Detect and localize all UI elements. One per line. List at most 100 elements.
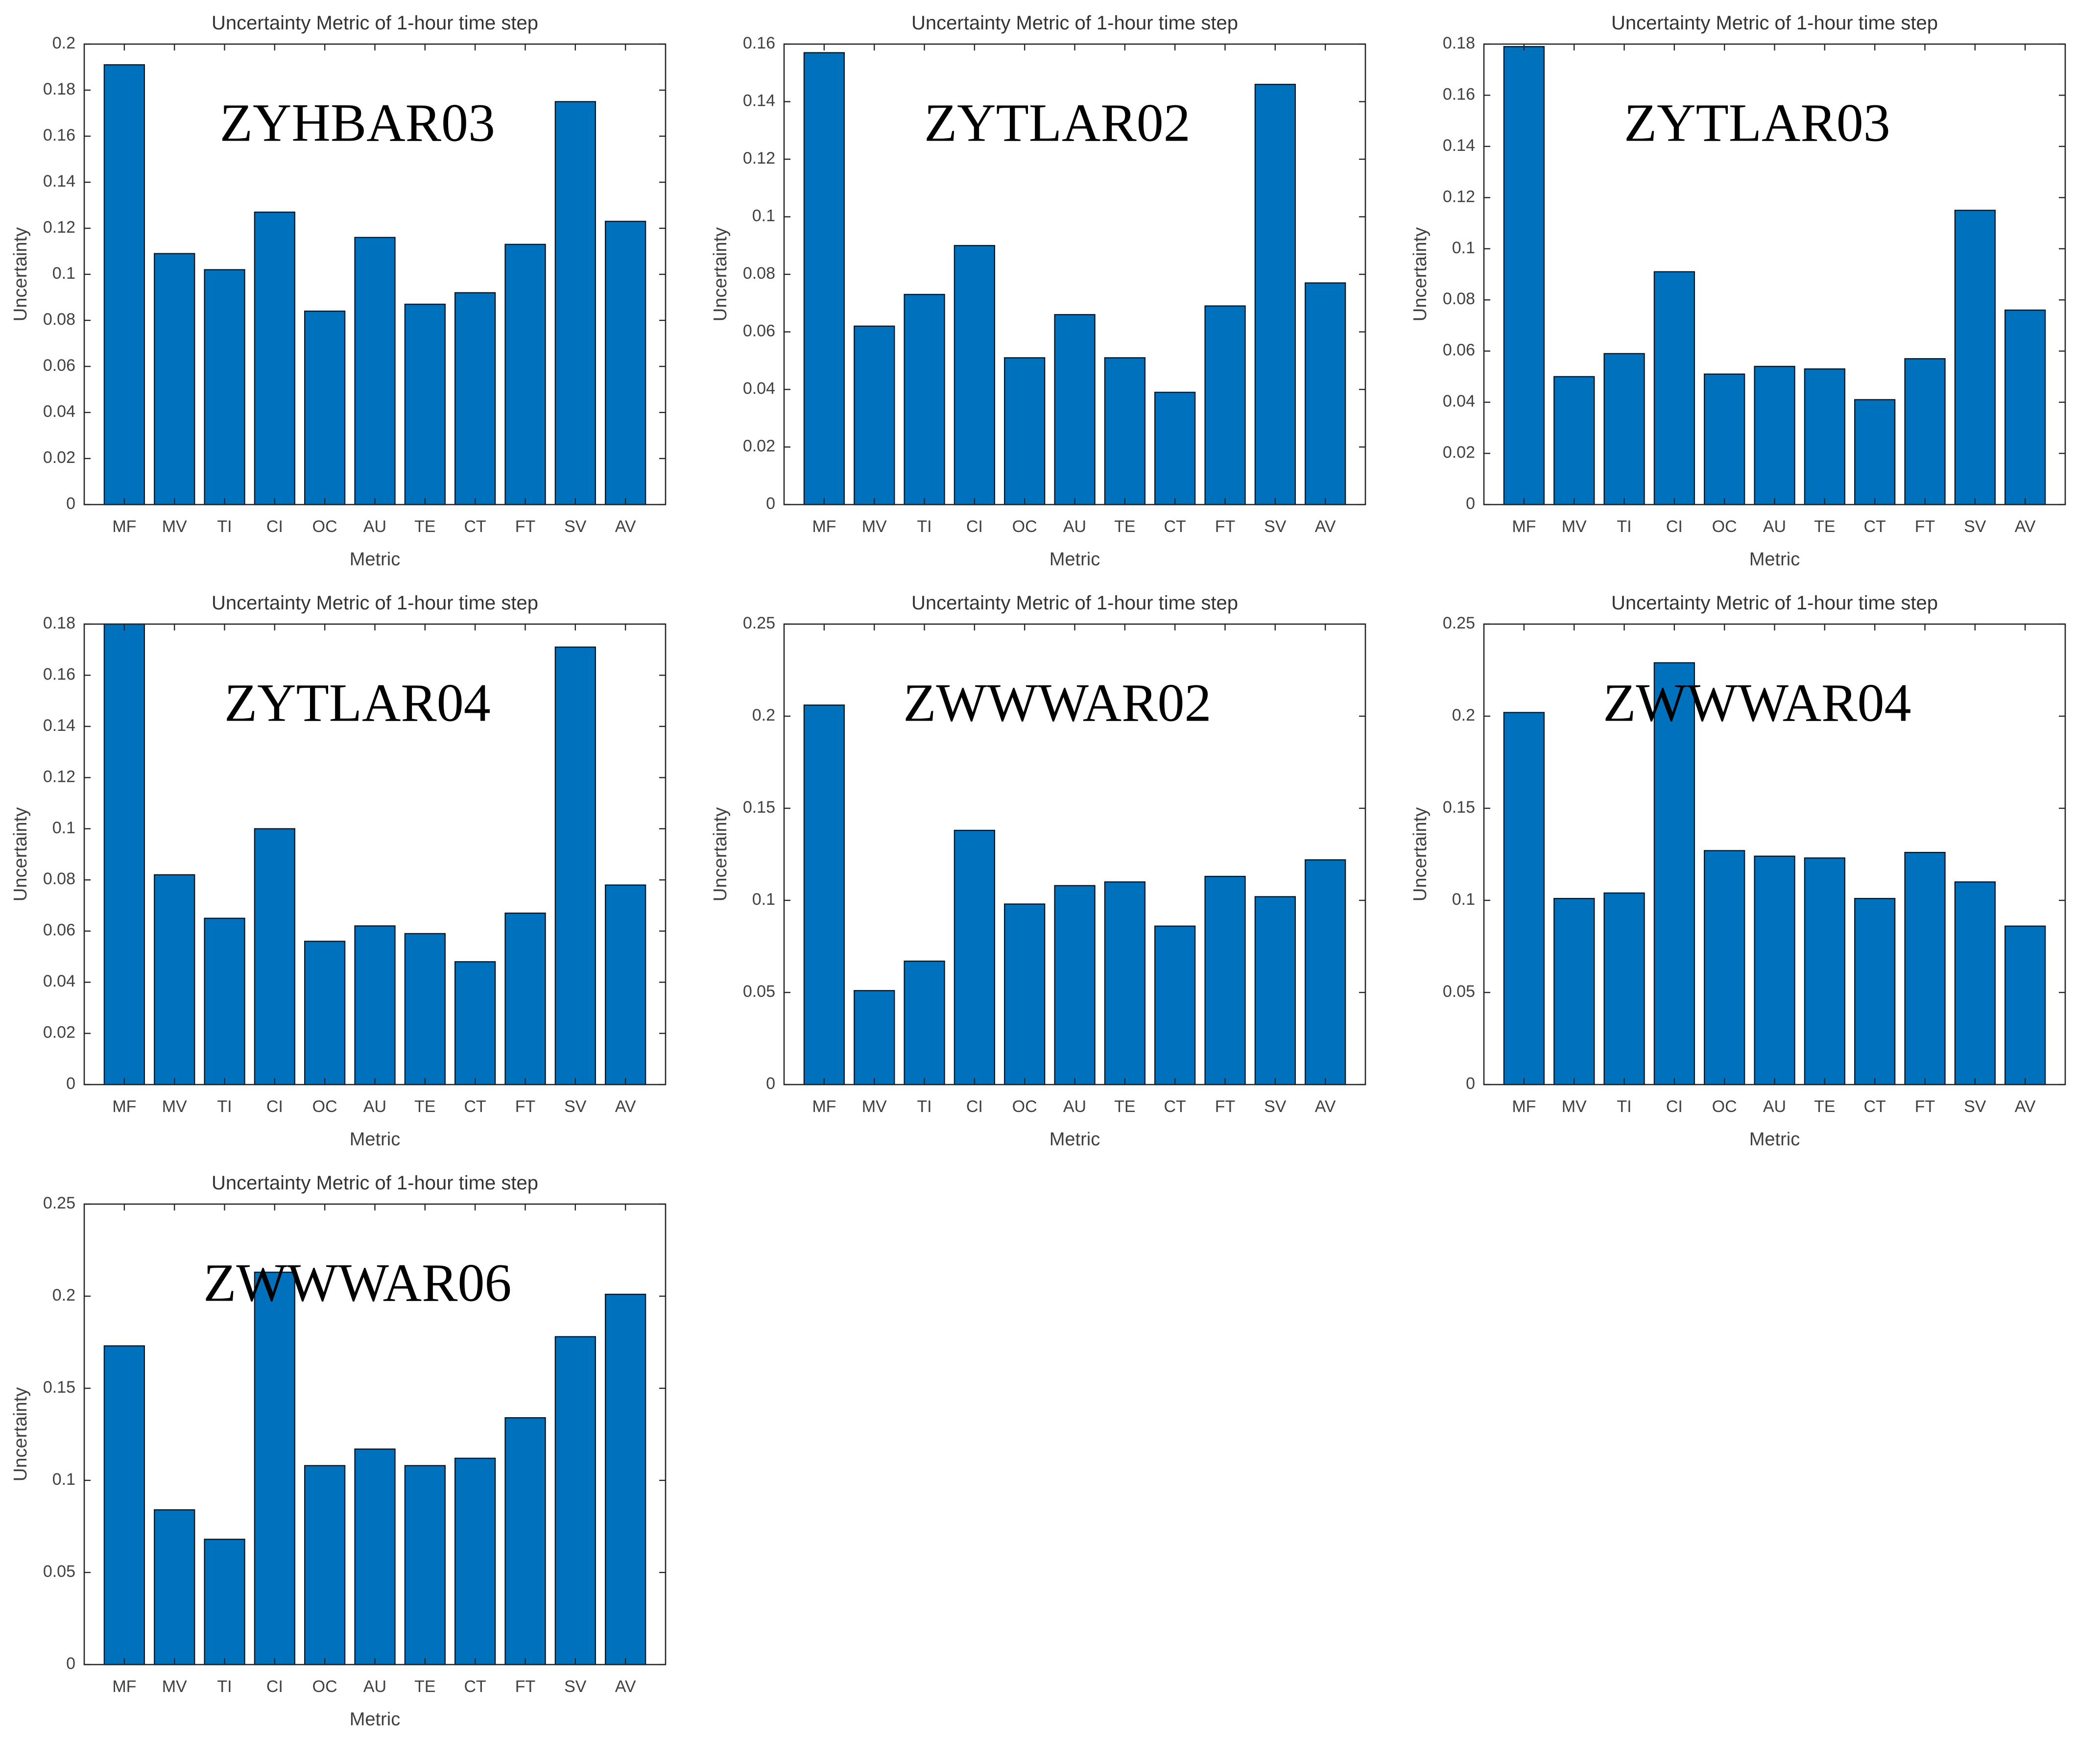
y-axis-label: Uncertainty	[10, 1387, 31, 1481]
bar-TI	[204, 918, 245, 1086]
chart-title: Uncertainty Metric of 1-hour time step	[212, 12, 538, 34]
y-tick-label: 0.06	[43, 921, 75, 940]
x-tick-label: CT	[464, 1677, 486, 1696]
y-tick-label: 0.1	[752, 206, 775, 225]
bar-CT	[454, 961, 496, 1086]
bar-FT	[504, 243, 546, 506]
y-tick-label: 0.05	[43, 1562, 75, 1581]
bar-OC	[1704, 850, 1745, 1086]
x-tick-label: MV	[862, 1097, 887, 1116]
x-tick-label: CT	[1863, 517, 1885, 536]
y-axis-label: Uncertainty	[710, 227, 731, 321]
bar-SV	[1254, 896, 1296, 1086]
bar-AV	[604, 1294, 646, 1666]
x-axis-label: Metric	[350, 1709, 400, 1730]
bar-AV	[2004, 925, 2046, 1086]
x-tick-label: TI	[1617, 517, 1631, 536]
bar-AV	[2004, 309, 2046, 506]
station-label: ZWWWAR06	[203, 1253, 511, 1312]
x-tick-label: TE	[414, 517, 435, 536]
station-label: ZWWWAR02	[903, 673, 1211, 732]
x-tick-label: SV	[564, 517, 587, 536]
x-tick-label: CI	[266, 1677, 283, 1696]
x-tick-label: TE	[414, 1677, 435, 1696]
x-tick-label: AV	[615, 517, 636, 536]
bar-OC	[304, 311, 346, 506]
bar-AV	[1304, 282, 1346, 506]
bar-CT	[454, 292, 496, 506]
bar-MF	[803, 704, 845, 1086]
y-tick-label: 0.06	[743, 321, 775, 340]
chart-svg-ZYTLAR02: 0 0.02 0.04 0.06 0.08 0.1 0.12 0.14 0.16 MF MV TI CI…	[710, 12, 1366, 570]
y-tick-label: 0.05	[1443, 982, 1475, 1001]
bar-OC	[1004, 903, 1046, 1086]
bar-FT	[1204, 305, 1246, 506]
x-tick-label: MF	[812, 1097, 836, 1116]
station-label: ZWWWAR04	[1603, 673, 1911, 732]
bar-CI	[254, 1271, 296, 1666]
y-tick-label: 0.2	[52, 34, 75, 52]
x-tick-label: CT	[464, 517, 486, 536]
x-tick-label: TE	[1814, 1097, 1835, 1116]
station-label: ZYHBAR03	[220, 93, 495, 152]
x-tick-label: CT	[1164, 1097, 1186, 1116]
x-axis-label: Metric	[1749, 549, 1800, 570]
x-tick-label: OC	[1712, 1097, 1737, 1116]
bar-CI	[1653, 271, 1695, 506]
chart-title: Uncertainty Metric of 1-hour time step	[911, 12, 1238, 34]
y-tick-label: 0.05	[743, 982, 775, 1001]
bar-TE	[404, 303, 446, 506]
chart-panel-ZWWWAR06: 0 0.05 0.1 0.15 0.2 0.25 MF MV TI CI OC AU TE CT FT SV A…	[0, 1160, 700, 1740]
bar-CT	[1154, 925, 1196, 1086]
x-tick-label: FT	[515, 1677, 536, 1696]
chart-title: Uncertainty Metric of 1-hour time step	[1611, 592, 1938, 614]
chart-panel-ZYTLAR02: 0 0.02 0.04 0.06 0.08 0.1 0.12 0.14 0.16 MF MV TI CI…	[700, 0, 1400, 580]
x-tick-label: SV	[1964, 1097, 1986, 1116]
x-tick-label: OC	[1012, 1097, 1037, 1116]
bar-TI	[204, 269, 245, 506]
y-tick-label: 0	[66, 1654, 75, 1673]
bar-TE	[404, 1465, 446, 1666]
x-tick-label: CI	[966, 1097, 983, 1116]
x-tick-label: TE	[1114, 1097, 1135, 1116]
y-axis-label: Uncertainty	[10, 807, 31, 901]
y-tick-label: 0.16	[743, 34, 775, 52]
bar-AU	[1054, 314, 1096, 506]
y-tick-label: 0.2	[752, 706, 775, 725]
bar-FT	[504, 912, 546, 1086]
y-tick-label: 0.02	[1443, 443, 1475, 462]
bar-AV	[604, 884, 646, 1086]
bar-SV	[554, 101, 597, 506]
bar-MF	[1503, 712, 1545, 1086]
y-axis-label: Uncertainty	[10, 227, 31, 321]
x-tick-label: SV	[1264, 517, 1287, 536]
bar-TE	[1104, 881, 1146, 1086]
x-tick-label: MV	[162, 1677, 187, 1696]
y-tick-label: 0.04	[1443, 392, 1475, 411]
y-tick-label: 0.1	[1452, 890, 1475, 909]
y-tick-label: 0.15	[43, 1378, 75, 1397]
y-axis-label: Uncertainty	[1410, 227, 1431, 321]
bar-CI	[954, 829, 996, 1086]
x-tick-label: MF	[1512, 517, 1536, 536]
bar-SV	[1954, 881, 1996, 1086]
bar-CT	[1854, 898, 1896, 1086]
bar-TI	[204, 1539, 245, 1666]
y-tick-label: 0.12	[1443, 187, 1475, 206]
y-tick-label: 0.15	[1443, 798, 1475, 817]
y-tick-label: 0.14	[43, 716, 75, 735]
chart-svg-ZWWWAR06: 0 0.05 0.1 0.15 0.2 0.25 MF MV TI CI OC AU TE CT FT SV A…	[10, 1172, 667, 1730]
bar-AU	[354, 1448, 396, 1666]
station-label: ZYTLAR03	[1624, 93, 1890, 152]
bar-TI	[1603, 353, 1645, 506]
x-tick-label: MV	[162, 1097, 187, 1116]
y-tick-label: 0.18	[43, 614, 75, 632]
x-tick-label: TI	[917, 517, 931, 536]
y-tick-label: 0	[66, 494, 75, 513]
x-tick-label: FT	[1915, 1097, 1935, 1116]
bar-AU	[1054, 885, 1096, 1086]
bar-TE	[1104, 357, 1146, 506]
x-tick-label: AU	[363, 517, 386, 536]
x-tick-label: AU	[363, 1097, 386, 1116]
x-tick-label: TI	[217, 1677, 232, 1696]
